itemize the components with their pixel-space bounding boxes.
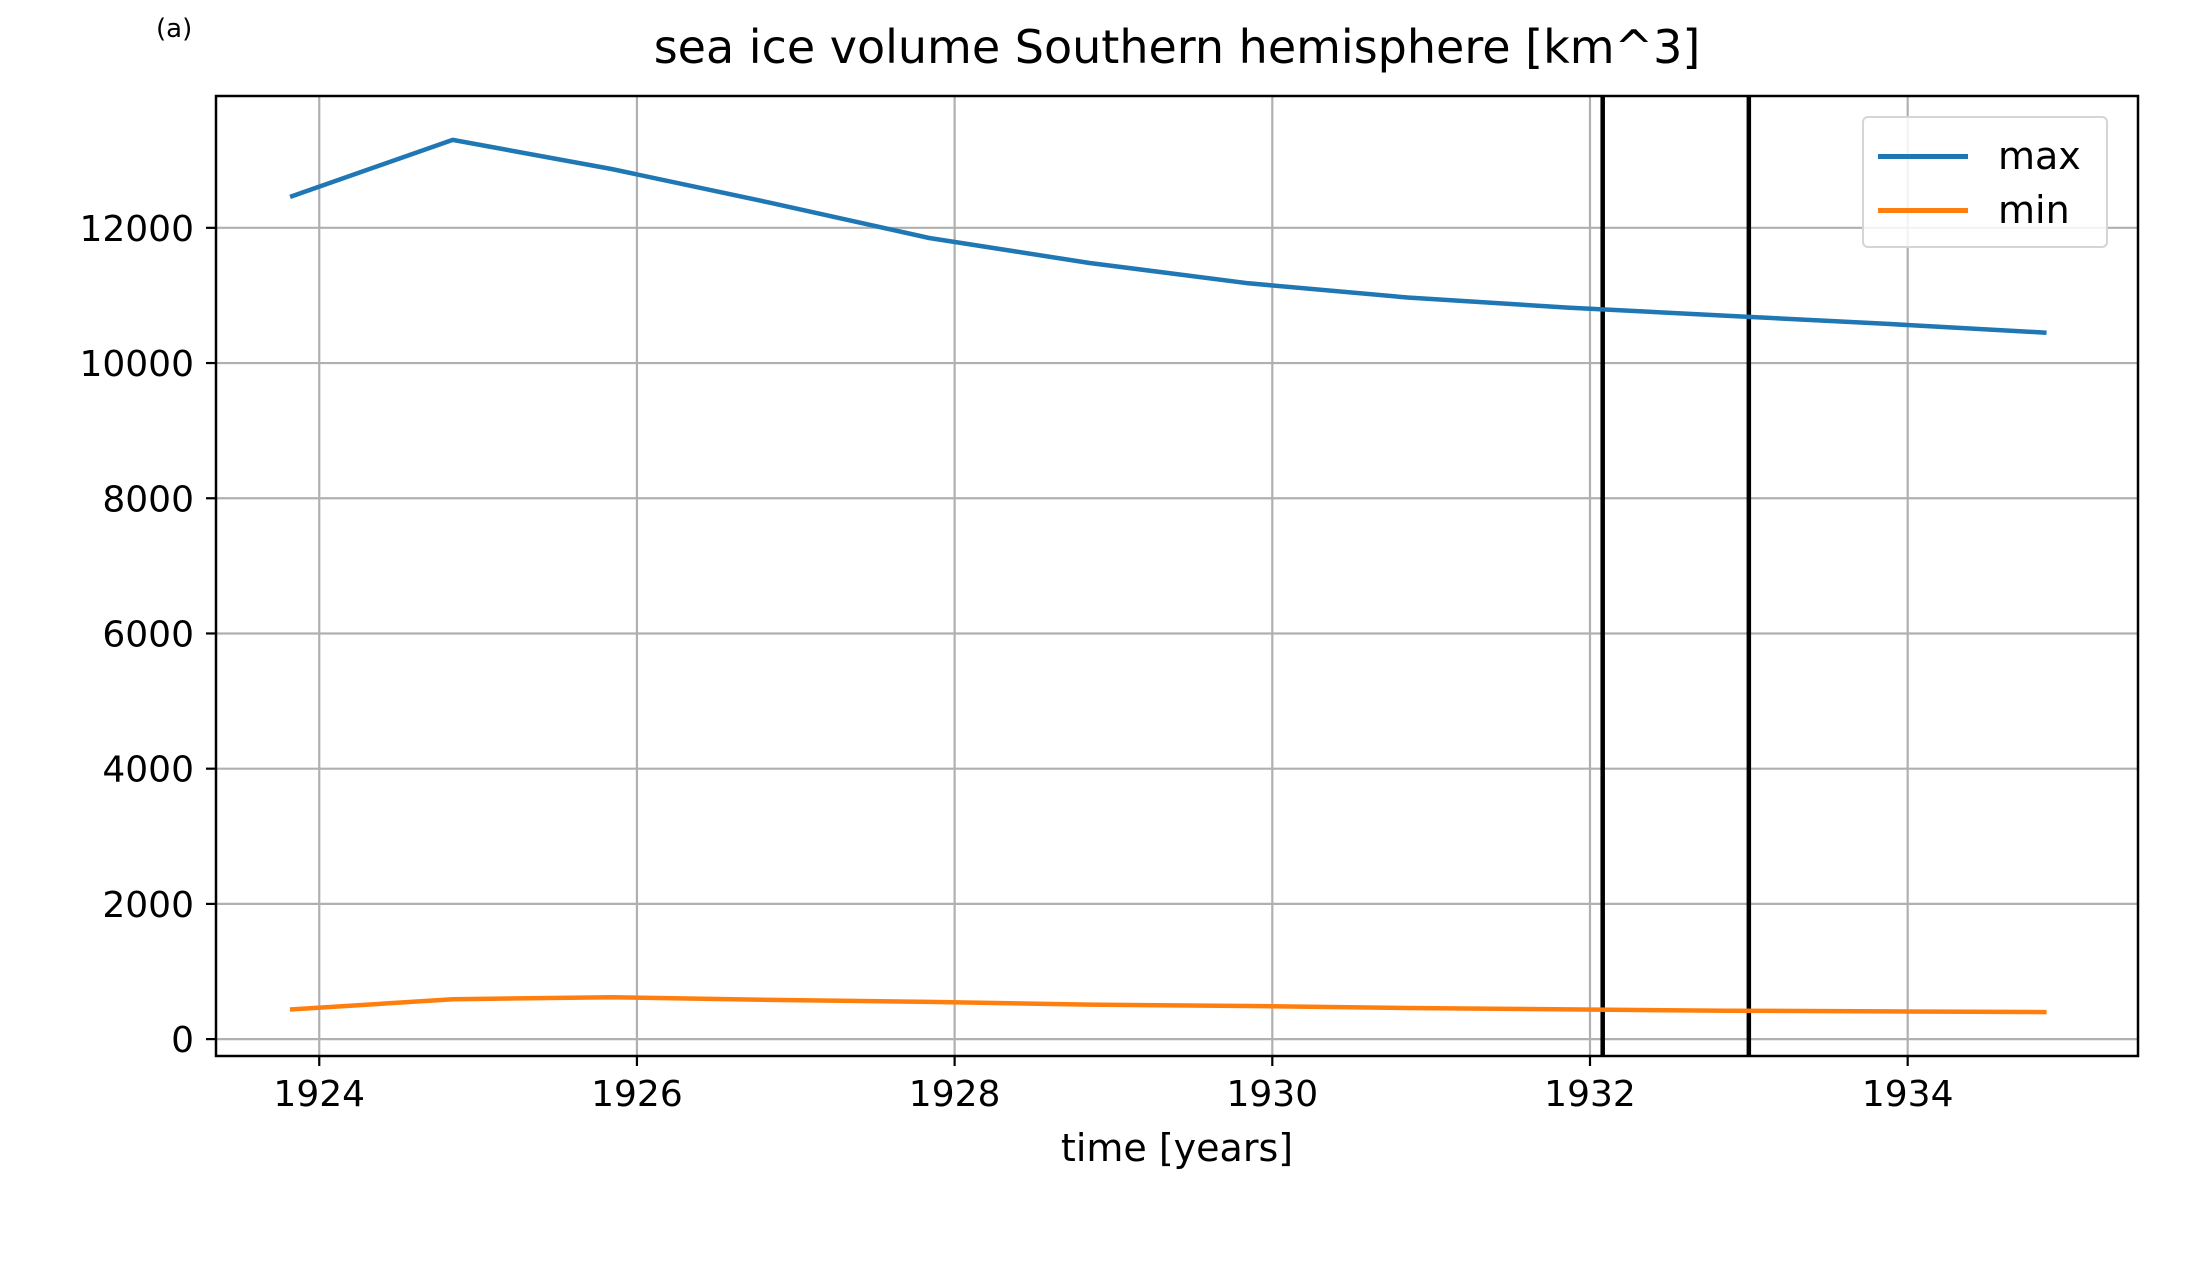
tick-layer: 1924 1926 1928 1930 1932 1934 0 2000 4000 6000 800… [79, 209, 1953, 1115]
legend: max min [1862, 116, 2108, 248]
y-tick-label: 12000 [79, 209, 194, 250]
legend-swatch-min [1878, 207, 1968, 213]
legend-label-min: min [1998, 188, 2070, 232]
x-tick-label: 1930 [1226, 1074, 1318, 1115]
x-tick-label: 1926 [591, 1074, 683, 1115]
panel-label: (a) [156, 14, 193, 44]
x-tick-label: 1932 [1544, 1074, 1636, 1115]
legend-swatch-max [1878, 153, 1968, 159]
vertical-marker-layer [1600, 96, 1752, 1056]
y-tick-label: 4000 [102, 750, 194, 791]
series-line-min [289, 994, 2047, 1015]
chart-title: sea ice volume Southern hemisphere [km^3… [653, 20, 1701, 74]
plot-frame [214, 94, 2140, 1058]
legend-item-max: max [1878, 134, 2081, 178]
x-tick-label: 1934 [1862, 1074, 1954, 1115]
y-tick-label: 6000 [102, 614, 194, 655]
x-tick-label: 1924 [273, 1074, 365, 1115]
y-tick-label: 2000 [102, 885, 194, 926]
series-layer [289, 137, 2047, 1015]
legend-label-max: max [1998, 134, 2081, 178]
y-tick-label: 0 [171, 1020, 194, 1061]
y-tick-label: 10000 [79, 344, 194, 385]
x-tick-label: 1928 [909, 1074, 1001, 1115]
legend-item-min: min [1878, 188, 2070, 232]
y-tick-label: 8000 [102, 479, 194, 520]
grid-layer [216, 96, 2138, 1056]
x-axis-label: time [years] [1060, 1126, 1294, 1170]
series-line-max [289, 137, 2047, 335]
